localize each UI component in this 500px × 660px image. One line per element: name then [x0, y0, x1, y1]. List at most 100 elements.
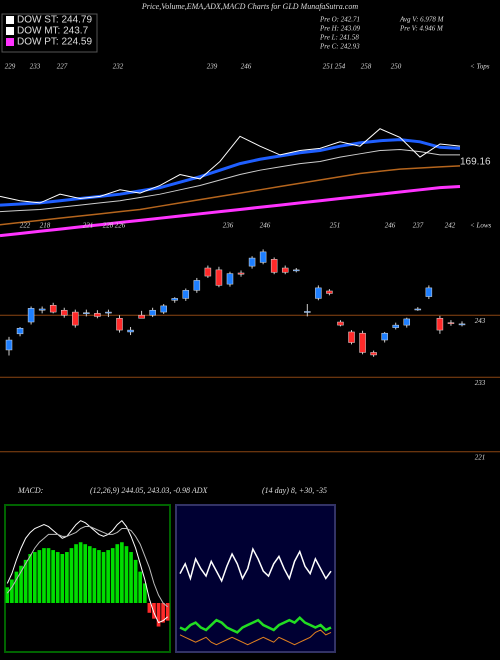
ema-line: [0, 185, 461, 238]
histogram-bar: [74, 544, 78, 603]
candle-body: [270, 259, 278, 273]
histogram-bar: [115, 544, 120, 603]
histogram-bar: [10, 579, 14, 603]
macd-title: MACD:: [17, 486, 44, 495]
candle-body: [83, 312, 90, 314]
ema-line: [0, 138, 461, 207]
candle-body: [49, 305, 57, 313]
candle-body: [138, 314, 145, 319]
top-label: 227: [57, 63, 68, 71]
candle-body: [226, 273, 234, 285]
candle-body: [293, 269, 300, 272]
candle-body: [116, 318, 123, 331]
legend-label: DOW ST: 244.79: [17, 15, 92, 26]
page-title: Price,Volume,EMA,ADX,MACD Charts for GLD…: [141, 2, 358, 11]
top-label: 250: [391, 63, 402, 71]
candle-body: [160, 305, 167, 313]
candle-body: [72, 311, 79, 326]
candle-body: [425, 287, 433, 297]
histogram-bar: [87, 546, 92, 603]
histogram-bar: [14, 571, 19, 603]
histogram-bar: [37, 550, 42, 603]
y-tick-label: 243: [475, 317, 486, 325]
candle-body: [359, 332, 366, 353]
legend-box: [1, 13, 98, 53]
legend-swatch: [6, 16, 14, 24]
low-label: 246: [260, 222, 271, 230]
macd-panel: [4, 504, 171, 653]
y-tick-label: 233: [475, 379, 486, 387]
candle-body: [403, 318, 411, 326]
adx-title: (14 day) 8, +30, -35: [262, 486, 327, 495]
histogram-bar: [92, 548, 97, 603]
adx-line: [179, 547, 332, 583]
histogram-bar: [97, 550, 101, 603]
candle-body: [304, 311, 311, 313]
histogram-bar: [60, 554, 65, 603]
low-label: 218: [40, 222, 51, 230]
candle-body: [248, 257, 256, 267]
stat: Pre O: 242.71: [319, 16, 360, 24]
top-label: 239: [207, 63, 218, 71]
histogram-bar: [69, 548, 74, 603]
histogram-bar: [133, 559, 138, 603]
candle-body: [326, 290, 333, 294]
candle-body: [348, 331, 355, 343]
histogram-bar: [32, 552, 37, 603]
candle-body: [458, 323, 466, 326]
ema-line: [0, 128, 461, 204]
annotation: 169.16: [460, 157, 491, 168]
candle-body: [215, 269, 223, 286]
adx-line: [179, 629, 332, 646]
stat: Pre V: 4.946 M: [399, 25, 444, 33]
histogram-bar: [78, 542, 83, 603]
candle-body: [5, 339, 13, 351]
adx-line: [179, 615, 332, 634]
candle-body: [38, 308, 46, 311]
lows-label: < Lows: [470, 222, 492, 230]
candle-body: [60, 309, 68, 316]
candle-body: [392, 324, 399, 328]
histogram-bar: [120, 542, 124, 603]
top-label: 229: [5, 63, 16, 71]
histogram-bar: [147, 603, 152, 613]
histogram-bar: [42, 548, 46, 603]
candle-body: [337, 321, 344, 326]
candle-body: [315, 287, 322, 299]
ema-line: [0, 148, 460, 213]
candle-body: [259, 251, 267, 263]
candle-body: [414, 308, 422, 311]
histogram-bar: [65, 552, 69, 603]
candle-body: [105, 311, 112, 314]
candle-body: [127, 329, 134, 333]
candle-body: [27, 308, 35, 323]
low-label: 236: [223, 222, 234, 230]
stat: Pre H: 243.09: [319, 25, 360, 33]
ema-line: [0, 165, 461, 226]
histogram-bar: [5, 587, 10, 603]
candle-body: [171, 298, 178, 301]
candle-body: [94, 313, 101, 317]
histogram-bar: [156, 603, 161, 627]
histogram-bar: [152, 603, 156, 619]
legend-label: DOW PT: 224.59: [17, 37, 92, 48]
low-label: 222: [20, 222, 31, 230]
low-label: 251: [330, 222, 341, 230]
candle-body: [193, 280, 201, 291]
low-label: 228: [103, 222, 114, 230]
top-label: 246: [241, 63, 252, 71]
top-label: 254: [335, 63, 346, 71]
legend-swatch: [6, 27, 14, 35]
macd-line: [6, 526, 169, 608]
histogram-bar: [28, 554, 33, 603]
top-label: 233: [30, 63, 41, 71]
macd-line: [6, 519, 169, 624]
histogram-bar: [46, 548, 51, 603]
histogram-bar: [110, 548, 115, 603]
candle-body: [204, 267, 212, 277]
histogram-bar: [161, 603, 165, 623]
legend-label: DOW MT: 243.7: [17, 26, 89, 37]
low-label: 226: [115, 222, 126, 230]
adx-panel: [175, 504, 336, 653]
